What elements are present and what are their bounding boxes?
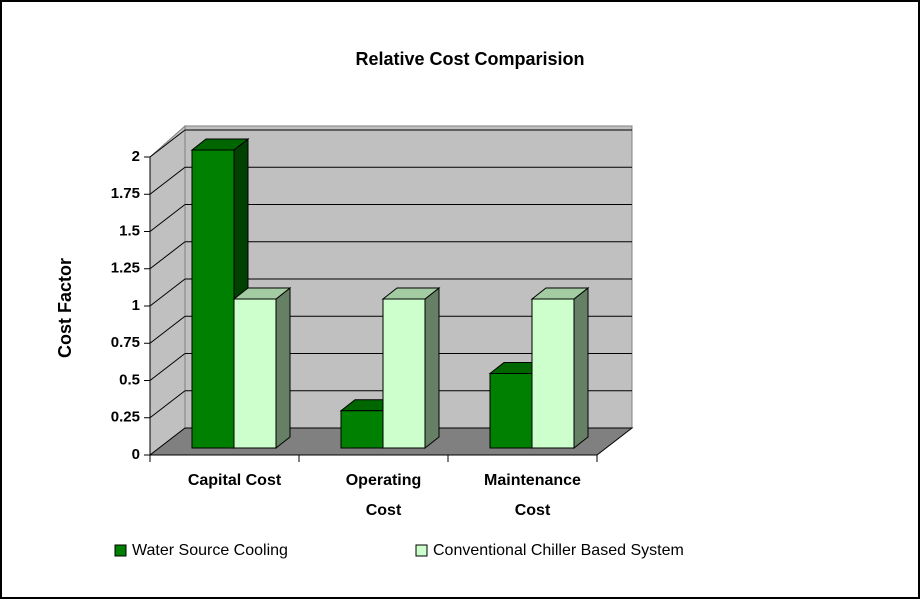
y-tick-label: 0.25 <box>111 409 140 426</box>
bar-side <box>573 286 589 450</box>
y-tick-label: 0.5 <box>119 371 140 388</box>
grid-line <box>149 390 186 419</box>
grid-line <box>149 204 186 232</box>
legend-label: Water Source Cooling <box>132 542 288 559</box>
chart-title: Relative Cost Comparision <box>355 49 584 69</box>
grid-line <box>149 129 186 158</box>
bar-side <box>424 286 440 450</box>
y-tick-label: 1.75 <box>111 185 140 202</box>
y-tick-label: 1.25 <box>111 260 140 277</box>
bar-side <box>275 286 291 450</box>
grid-line <box>149 166 186 195</box>
grid-line <box>149 278 186 307</box>
grid-line <box>149 353 186 381</box>
bar <box>382 298 426 449</box>
y-tick-label: 0 <box>132 446 140 463</box>
legend-swatch <box>415 544 428 557</box>
x-tick-label: Maintenance Cost <box>484 472 581 519</box>
x-tick-label: Capital Cost <box>187 472 282 489</box>
y-axis-label: Cost Factor <box>55 258 75 358</box>
bar <box>340 410 384 449</box>
side-wall <box>149 124 186 457</box>
grid-line <box>149 315 186 344</box>
bar <box>233 298 277 449</box>
legend-swatch <box>114 544 127 557</box>
bar <box>191 149 235 449</box>
y-tick-label: 1 <box>132 297 140 314</box>
y-tick-label: 2 <box>132 148 140 165</box>
bar <box>531 298 575 449</box>
y-tick-label: 1.5 <box>119 222 140 239</box>
grid-line <box>149 241 186 270</box>
legend-label: Conventional Chiller Based System <box>433 542 684 559</box>
y-tick-label: 0.75 <box>111 334 140 351</box>
x-tick-label: Operating Cost <box>345 472 422 519</box>
bar <box>489 373 533 449</box>
